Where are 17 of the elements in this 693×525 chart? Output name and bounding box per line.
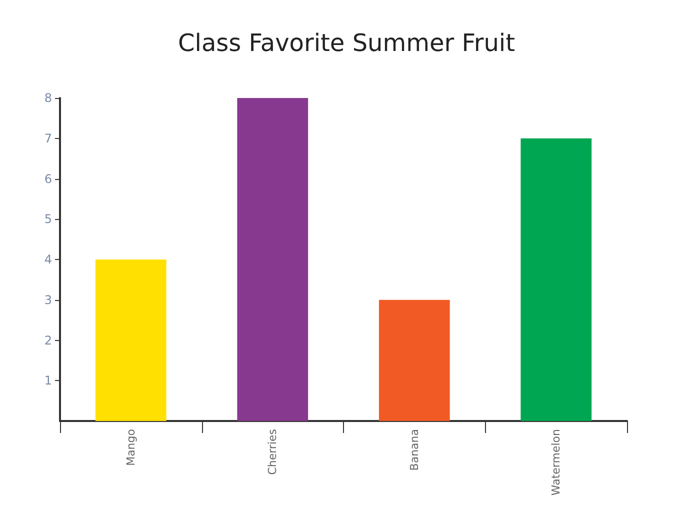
y-tick-label: 3 [44, 292, 52, 307]
bar [237, 98, 308, 421]
y-tick-label: 8 [44, 91, 52, 105]
y-tick-label: 4 [44, 252, 52, 266]
y-tick-label: 5 [44, 212, 52, 226]
x-tick-label: Mango [124, 428, 138, 466]
x-tick-label: Watermelon [550, 428, 563, 496]
y-tick-label: 1 [44, 374, 52, 388]
x-tick-label: Cherries [266, 428, 280, 475]
y-tick-label: 7 [44, 131, 52, 146]
y-tick-label: 6 [44, 172, 52, 186]
chart-title: Class Favorite Summer Fruit [178, 29, 515, 57]
bar [95, 260, 166, 421]
bar [378, 300, 450, 421]
y-tick-label: 2 [44, 333, 52, 348]
bar [520, 138, 592, 421]
x-tick-label: Banana [408, 429, 421, 471]
